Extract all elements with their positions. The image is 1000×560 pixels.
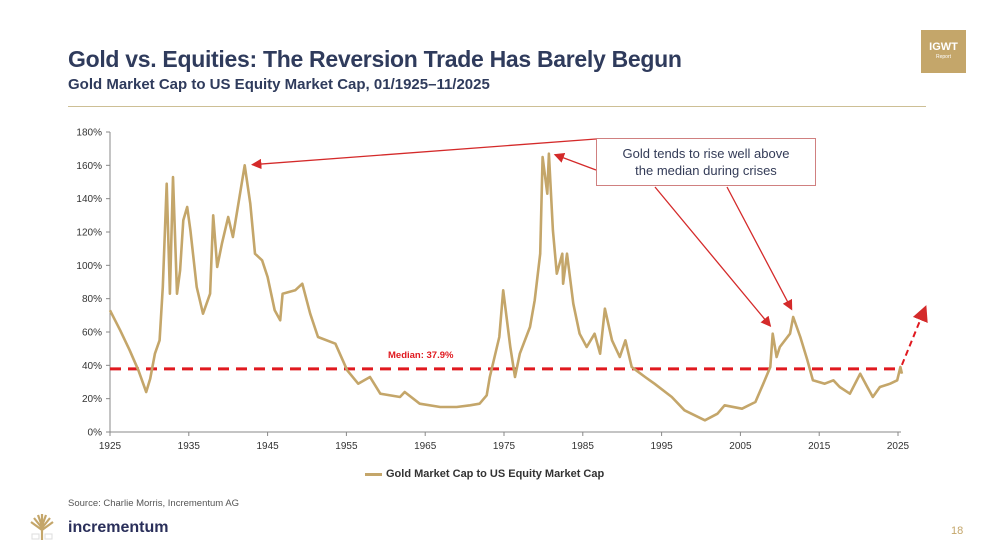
series-line xyxy=(108,152,904,422)
page-title: Gold vs. Equities: The Reversion Trade H… xyxy=(68,46,682,72)
source-note: Source: Charlie Morris, Incrementum AG xyxy=(68,498,240,509)
y-tick-label: 0% xyxy=(88,428,103,439)
x-tick-label: 1985 xyxy=(572,441,595,452)
brand-name: incrementum xyxy=(68,519,169,536)
y-tick-label: 140% xyxy=(76,194,102,205)
annotation-line-1: Gold tends to rise well above xyxy=(622,146,790,161)
igwt-report-logo: IGWT Report xyxy=(921,30,966,73)
x-tick-label: 1995 xyxy=(650,441,673,452)
annotation-arrow xyxy=(553,152,597,171)
annotation-line-2: the median during crises xyxy=(635,163,777,178)
y-tick-label: 160% xyxy=(76,161,102,172)
x-tick-label: 1935 xyxy=(178,441,201,452)
incrementum-tree-logo xyxy=(30,514,54,540)
annotation-callout: Gold tends to rise well above the median… xyxy=(596,138,816,186)
y-tick-label: 100% xyxy=(76,261,102,272)
page-number: 18 xyxy=(951,525,964,537)
annotation-arrow xyxy=(654,186,772,328)
badge-sub: Report xyxy=(935,54,951,60)
legend: Gold Market Cap to US Equity Market Cap xyxy=(365,468,604,480)
x-tick-label: 1955 xyxy=(335,441,358,452)
page-subtitle: Gold Market Cap to US Equity Market Cap,… xyxy=(68,76,490,93)
x-tick-label: 2015 xyxy=(808,441,831,452)
badge-main: IGWT xyxy=(929,41,958,53)
legend-label: Gold Market Cap to US Equity Market Cap xyxy=(386,468,605,480)
projection-arrow xyxy=(901,305,928,366)
header-divider xyxy=(68,106,926,107)
y-tick-label: 120% xyxy=(76,228,102,239)
y-tick-label: 180% xyxy=(76,128,102,139)
median-label: Median: 37.9% xyxy=(388,350,454,361)
x-tick-label: 1945 xyxy=(256,441,279,452)
y-tick-label: 60% xyxy=(82,328,102,339)
x-tick-label: 1975 xyxy=(493,441,516,452)
y-tick-label: 20% xyxy=(82,394,102,405)
x-tick-label: 2005 xyxy=(729,441,752,452)
x-tick-label: 1925 xyxy=(99,441,122,452)
legend-swatch xyxy=(365,472,382,476)
y-tick-label: 80% xyxy=(82,294,102,305)
annotation-arrow xyxy=(251,138,597,170)
annotation-arrow xyxy=(726,186,793,311)
x-tick-label: 1965 xyxy=(414,441,437,452)
y-tick-label: 40% xyxy=(82,361,102,372)
x-tick-label: 2025 xyxy=(887,441,910,452)
